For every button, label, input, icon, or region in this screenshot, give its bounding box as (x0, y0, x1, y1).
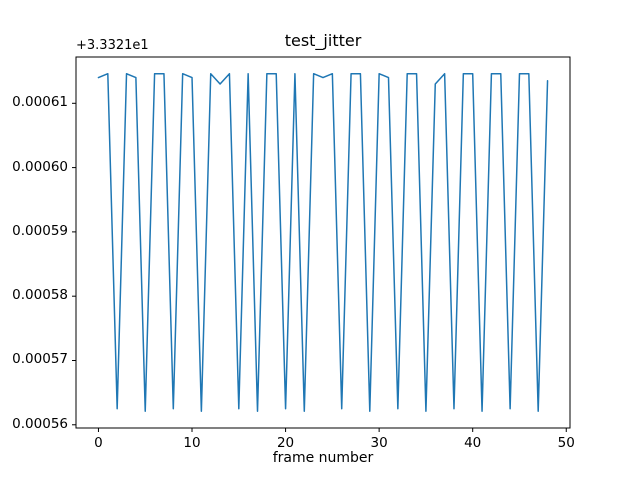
data-line-series (97, 72, 549, 413)
x-tick-label: 20 (276, 435, 295, 451)
y-tick-label: 0.00058 (12, 287, 68, 304)
y-tick-label: 0.00056 (12, 415, 68, 432)
x-axis-label: frame number (272, 450, 374, 466)
y-tick-label: 0.00057 (12, 351, 68, 368)
y-tick-label: 0.00060 (12, 158, 68, 175)
x-tick-label: 50 (557, 435, 575, 451)
y-tick-label: 0.00059 (12, 222, 68, 239)
chart-title: test_jitter (284, 31, 362, 50)
x-tick-label: 0 (94, 435, 103, 451)
y-tick-label: 0.00061 (12, 94, 68, 111)
x-tick-label: 10 (183, 435, 201, 451)
axes-spines (75, 56, 571, 429)
x-tick-label: 40 (464, 435, 482, 451)
x-tick-label: 30 (370, 435, 388, 451)
y-axis-offset-label: +3.3321e1 (76, 38, 149, 53)
